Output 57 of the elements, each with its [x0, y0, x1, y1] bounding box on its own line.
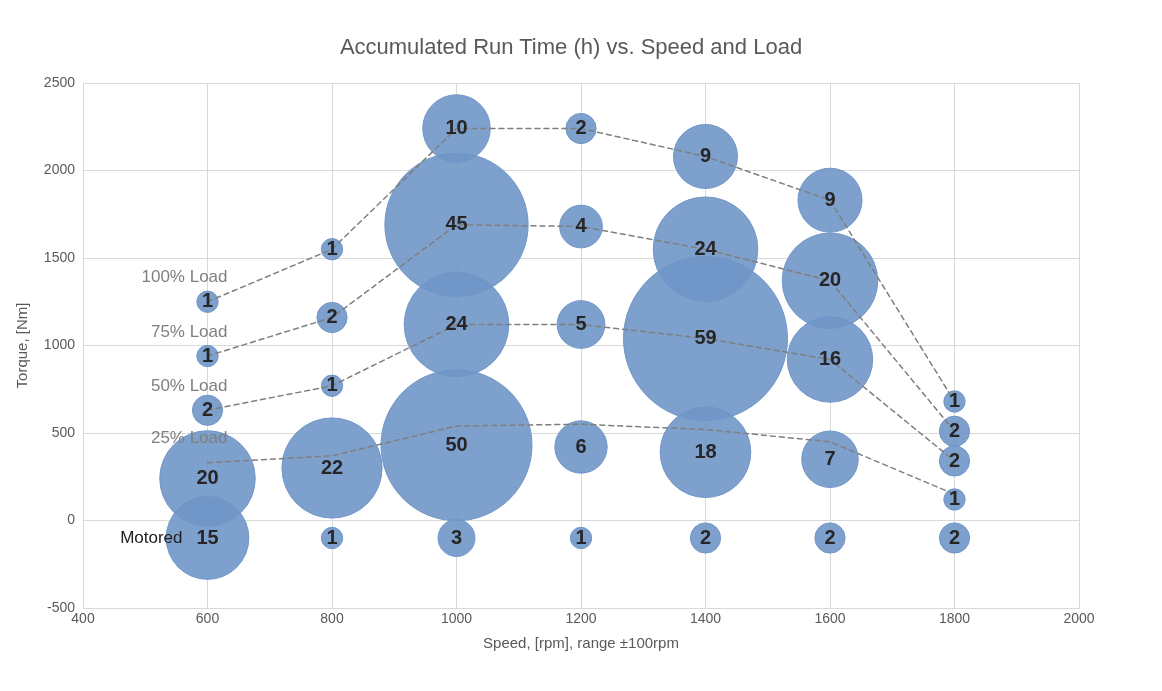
y-tick-label: 0 [67, 511, 76, 528]
x-tick-label: 1000 [440, 610, 473, 627]
y-tick-label: 2000 [43, 161, 76, 178]
data-label: 3 [450, 525, 463, 548]
y-tick-label: 1500 [43, 248, 76, 265]
y-axis-title: Torque, [Nm] [13, 302, 30, 389]
data-label: 1 [326, 525, 338, 548]
data-label: 9 [824, 187, 836, 210]
data-label: 20 [196, 466, 219, 489]
data-label: 2 [948, 525, 961, 548]
y-tick-label: 1000 [43, 336, 76, 353]
x-tick-label: 2000 [1063, 610, 1095, 627]
data-label: 2 [948, 418, 961, 441]
x-tick-label: 1800 [938, 610, 971, 627]
data-label: 45 [445, 212, 468, 235]
data-label: 18 [694, 439, 717, 462]
x-axis-title: Speed, [rpm], range ±100rpm [483, 633, 679, 651]
data-label: 59 [694, 326, 717, 349]
data-label: 50 [445, 432, 468, 455]
data-label: 2 [201, 397, 214, 420]
data-label: 22 [320, 455, 344, 478]
data-label: 2 [575, 116, 587, 139]
data-label: 10 [445, 116, 468, 139]
series-label: 50% Load [150, 375, 228, 395]
data-label: 1 [575, 525, 587, 548]
data-label: 24 [694, 236, 718, 259]
data-label: 1 [326, 373, 338, 396]
data-label: 7 [824, 446, 836, 469]
data-label: 20 [818, 268, 842, 291]
data-label: 9 [699, 144, 712, 167]
data-label: 2 [326, 305, 338, 328]
x-tick-label: 1600 [814, 610, 846, 627]
data-label: 16 [818, 347, 842, 370]
data-label: 1 [201, 289, 214, 312]
data-label: 1 [201, 343, 214, 366]
y-tick-label: 2500 [43, 73, 76, 90]
series-label: 100% Load [141, 267, 228, 287]
data-label: 2 [824, 525, 836, 548]
series-label: 75% Load [150, 321, 228, 341]
data-label: 1 [948, 389, 961, 412]
x-tick-label: 1400 [689, 610, 722, 627]
data-label: 2 [948, 448, 961, 471]
data-label: 1 [326, 236, 338, 259]
data-label: 6 [575, 434, 587, 457]
data-label: 24 [445, 312, 469, 335]
y-tick-label: -500 [46, 598, 76, 615]
x-tick-label: 800 [320, 610, 344, 627]
x-tick-label: 1200 [565, 610, 597, 627]
series-label: 25% Load [150, 428, 228, 448]
data-label: 4 [575, 214, 588, 237]
data-label: 5 [575, 312, 587, 335]
data-label: 1 [948, 487, 961, 510]
x-tick-label: 600 [195, 610, 220, 627]
y-tick-label: 500 [51, 423, 76, 440]
data-label: 2 [699, 525, 712, 548]
data-label: 15 [196, 525, 219, 548]
chart-title: Accumulated Run Time (h) vs. Speed and Load [339, 33, 803, 59]
